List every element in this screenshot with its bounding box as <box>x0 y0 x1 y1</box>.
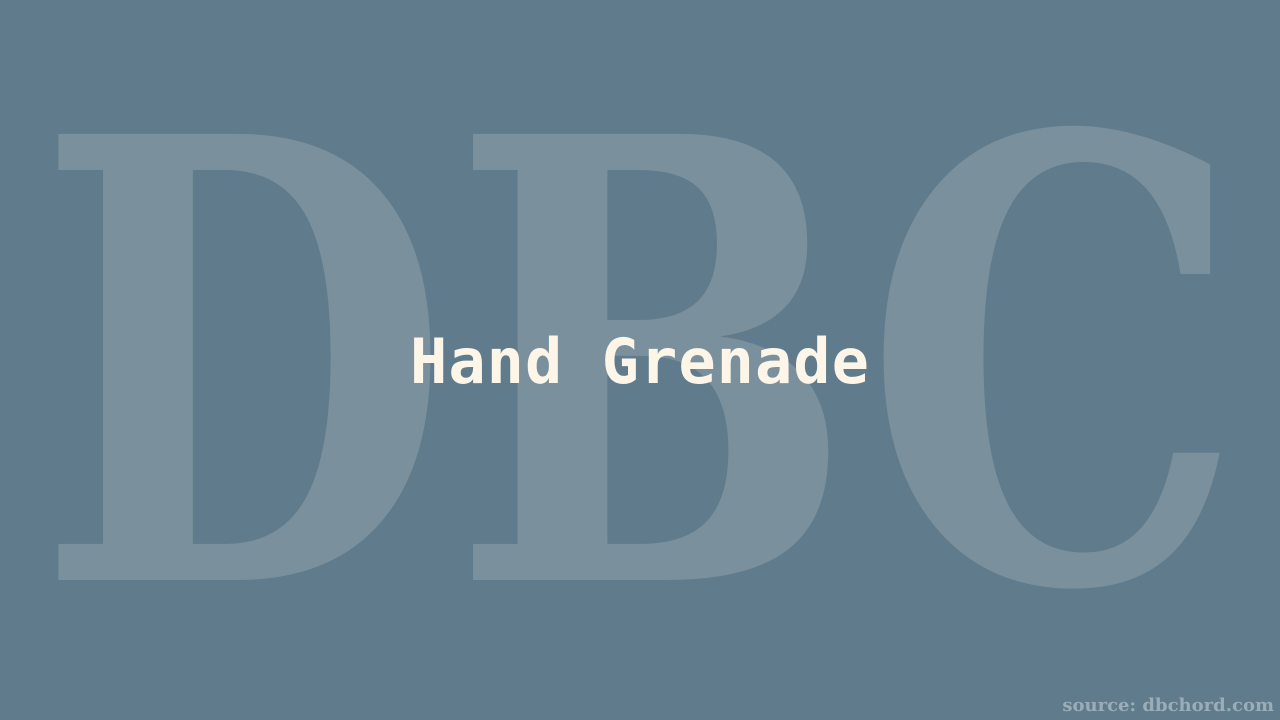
song-title: Hand Grenade <box>410 325 870 398</box>
source-credit: source: dbchord.com <box>1062 695 1274 716</box>
watermark-letters: DBC <box>36 6 1244 720</box>
